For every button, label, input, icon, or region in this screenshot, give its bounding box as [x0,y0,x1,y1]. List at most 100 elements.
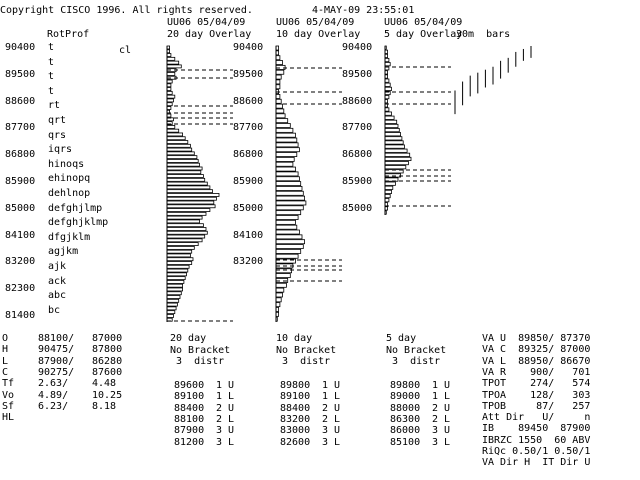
panel-price-label: 85900 [342,176,373,187]
rotprof-row: bc [48,304,61,316]
profile-bar [384,177,399,182]
level-price: 88400 [174,402,205,414]
profile-bar [275,161,294,167]
level-price: 88400 [280,402,311,414]
stat-value-2: 87600 [92,366,123,378]
profile-bar [275,50,279,56]
profile-bar [166,276,186,281]
rotprof-price-label: 82300 [5,283,36,295]
profile-bar [166,306,177,311]
profile-bar [166,174,204,178]
profile-bar [275,127,294,133]
rotprof-price-label: 87700 [5,122,36,134]
copyright-text: Copyright CISCO 1996. All rights reserve… [0,5,253,16]
stat-label: HL [2,412,15,424]
profile-bar [166,64,182,69]
va-stat-line: VA L 88950/ 86670 [482,355,591,367]
rotprof-row: agjkm [48,246,79,258]
level-count: 3 [322,436,329,448]
stat-label: H [2,344,9,356]
va-stat-line: Att Dir U/ n [482,412,591,424]
panel-price-label: 84100 [233,229,264,241]
rotprof-row: t [48,71,55,83]
profile-bar [275,234,303,240]
rotprof-row: ehinopq [48,173,91,185]
rotprof-row: t [48,85,55,97]
stat-label: Vo [2,389,15,401]
profile-bar [166,215,203,220]
profile-bar [275,142,299,148]
level-side: U [228,402,235,414]
profile-bar [166,302,178,307]
level-price: 89800 [390,380,421,391]
profile-panel-2 [384,45,412,215]
profile-bar [275,258,296,264]
level-count: 1 [432,391,439,403]
level-count: 1 [432,380,439,391]
va-stat-line: VA U 89850/ 87370 [482,333,591,344]
profile-bar [166,72,176,76]
profile-bar [275,297,282,303]
stat-value-1: 4.89/ [38,389,69,401]
rotprof-row: qrt [48,115,67,126]
profile-bar [166,79,173,84]
bracket-label: No Bracket [276,345,337,356]
stat-value-2: 86280 [92,355,123,367]
profile-bar [166,291,182,296]
rotprof-row: defghjlmp [48,202,103,214]
stat-label: C [2,366,9,378]
profile-bar [275,229,300,235]
panel-price-label: 90400 [342,42,373,53]
profile-bar [166,204,216,209]
level-price: 83000 [280,425,311,437]
profile-bar [384,95,390,100]
profile-bar [166,264,190,269]
level-count: 2 [216,402,223,414]
profile-bar [166,230,208,235]
profile-bar [384,53,388,58]
profile-bar [275,268,293,274]
profile-bar [166,253,191,258]
level-side: L [228,436,235,448]
profile-bar [166,45,170,50]
profile-bar [275,278,289,283]
profile-bar [166,121,173,125]
rotprof-row: ajk [48,261,67,272]
profile-bar [275,302,281,308]
rotprof-row: hinoqs [48,158,85,170]
bracket-label: No Bracket [386,345,447,356]
profile-bar [384,165,407,170]
profile-bar [275,84,281,90]
level-side: U [444,425,451,437]
rotprof-price-label: 83200 [5,256,36,268]
profile-bar [275,166,296,172]
stat-value-2: 4.48 [92,378,117,390]
profile-bar [166,151,195,156]
profile-bar [166,87,172,91]
profile-bar [166,124,176,129]
profile-bar [384,156,412,162]
panel-price-label: 87700 [233,122,264,134]
profile-bar [166,249,193,254]
level-price: 88000 [390,402,421,414]
level-side: U [334,402,341,414]
profile-bar [275,292,283,298]
profile-bar [384,189,392,194]
level-price: 85100 [390,436,421,448]
bars-chart-title: 30m bars [456,29,511,40]
distr-label: 3 distr [386,356,441,367]
stat-value-2: 87800 [92,344,123,356]
profile-bar [275,190,304,196]
level-count: 2 [322,413,329,425]
profile-bar [275,273,291,279]
profile-bar [166,208,211,212]
rotprof-price-label: 84100 [5,229,36,241]
distr-period-label: 5 day [386,333,417,344]
level-price: 81200 [174,436,205,448]
profile-bar [384,82,391,87]
profile-bar [384,161,409,166]
profile-bar [166,223,204,228]
profile-bar [384,115,395,120]
level-side: U [444,402,451,414]
profile-bar [275,74,282,80]
